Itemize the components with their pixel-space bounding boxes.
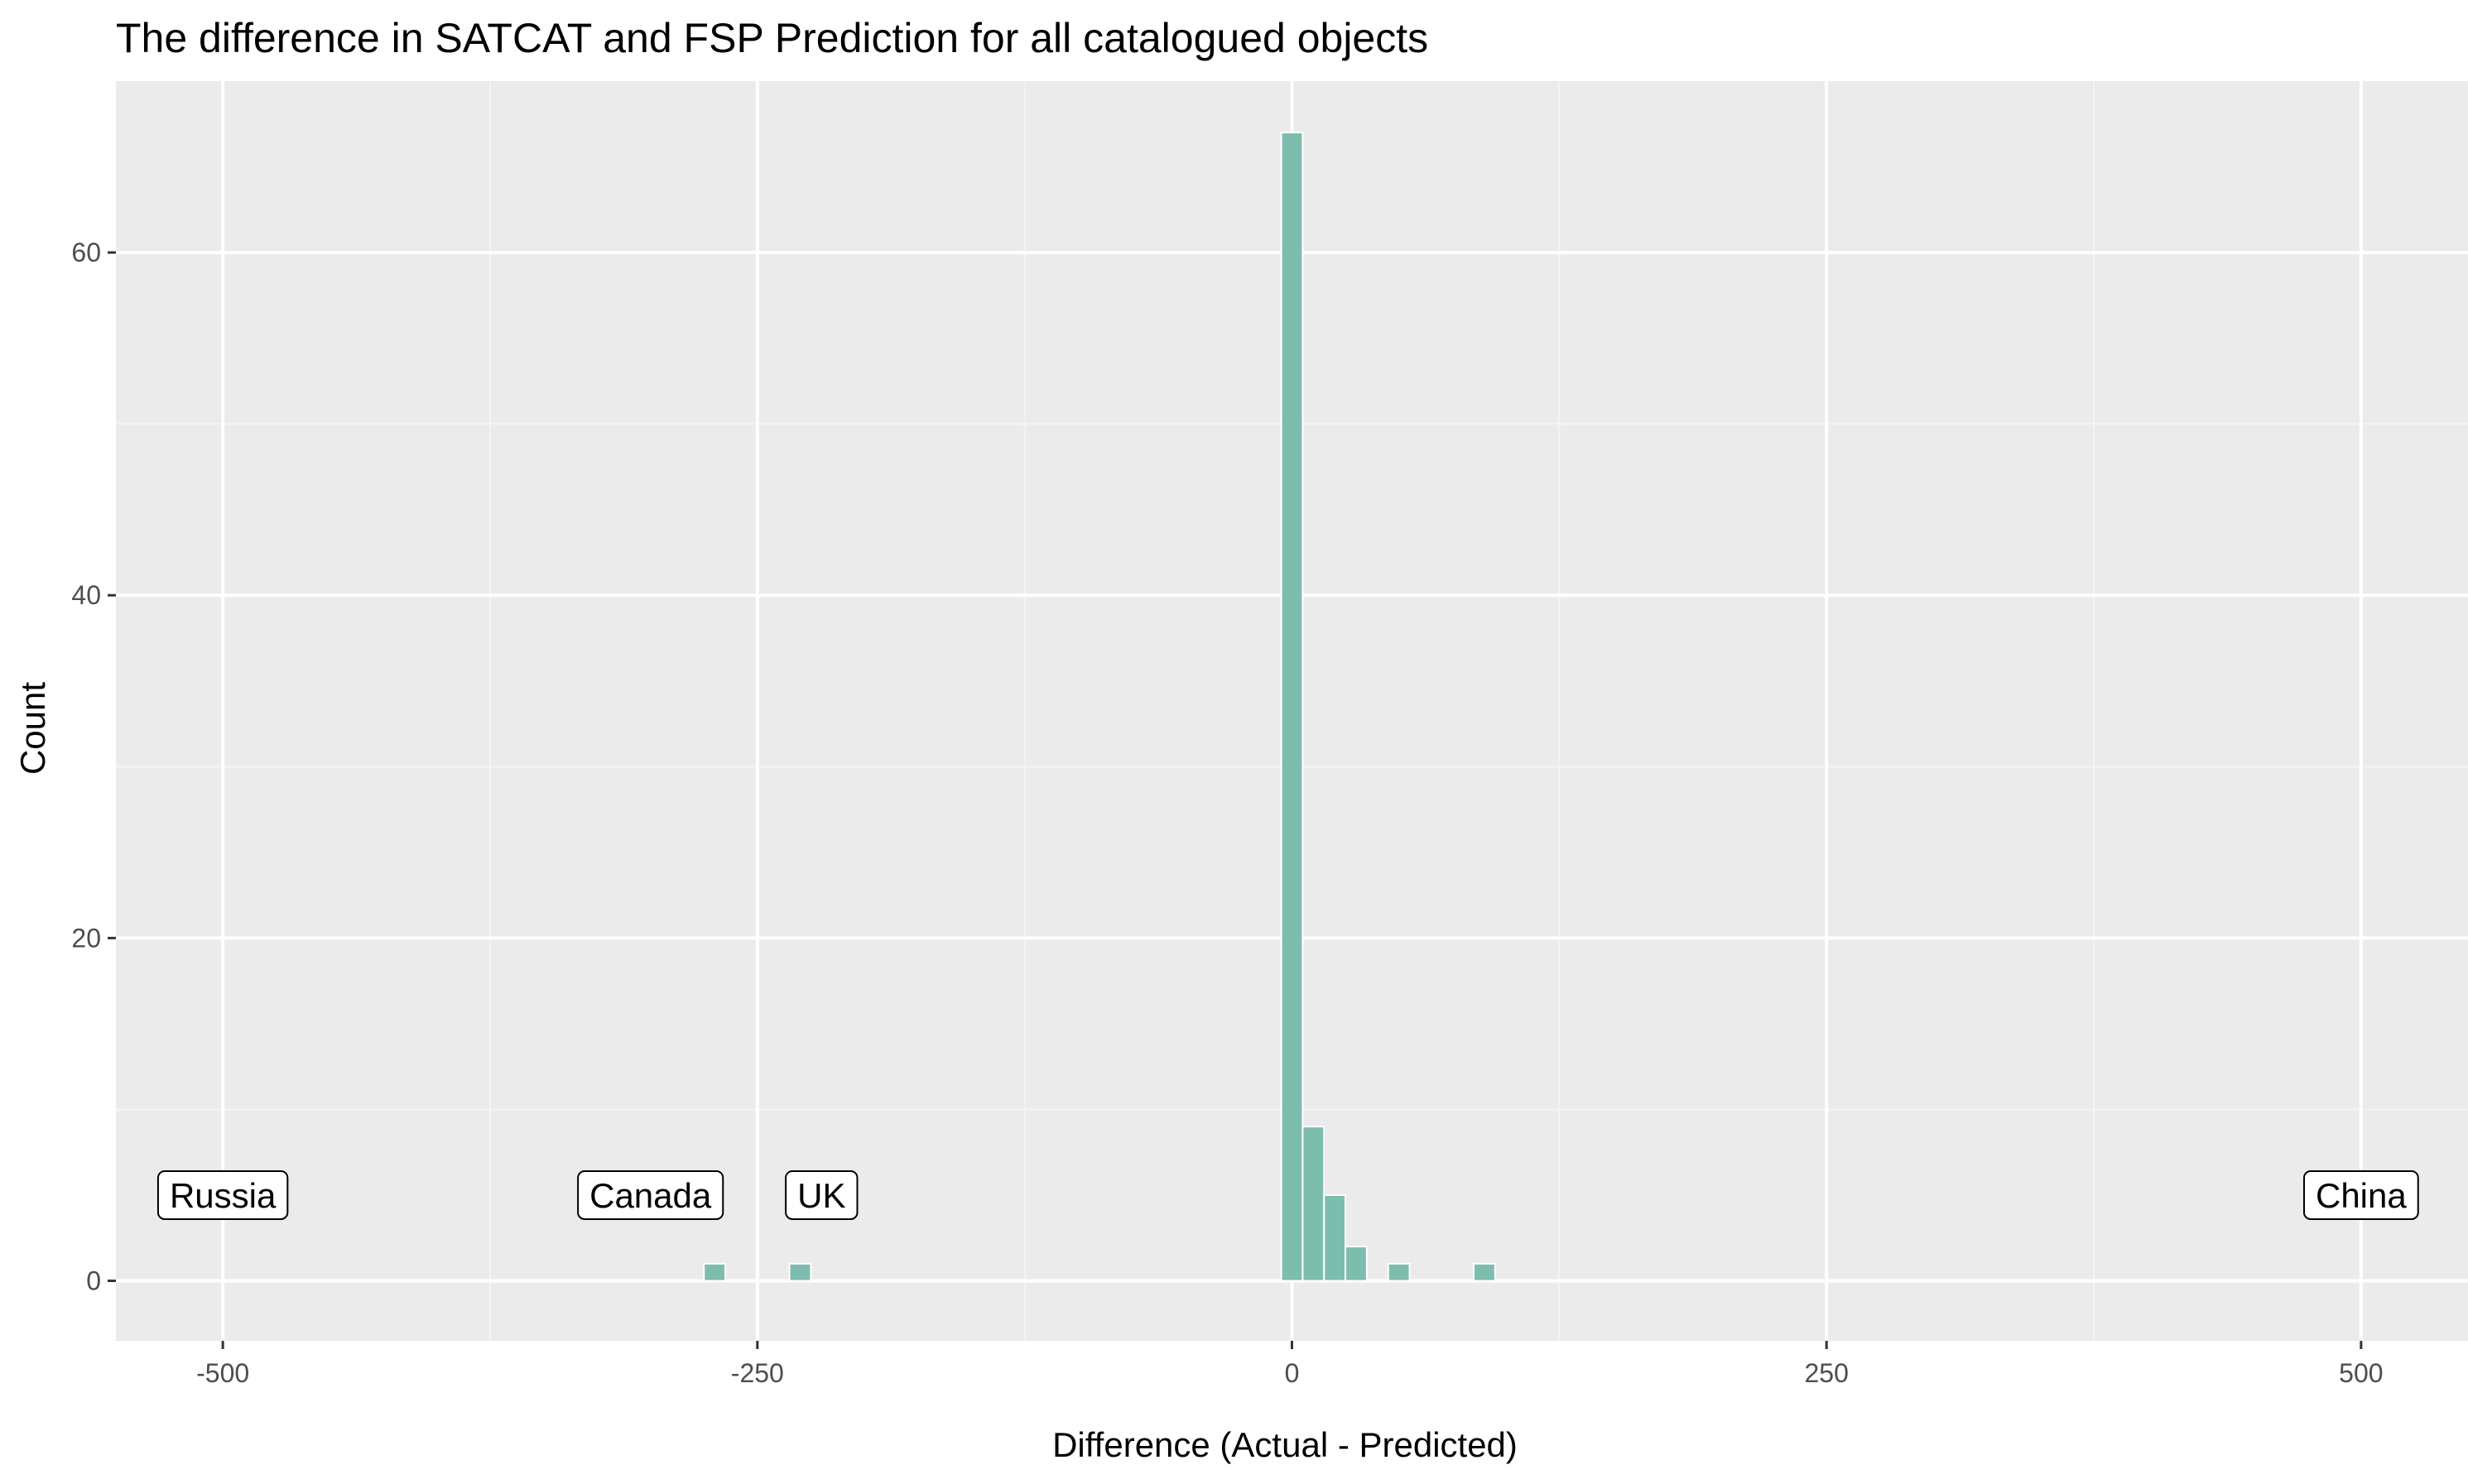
annotation-label: Canada (577, 1169, 724, 1220)
histogram-bar (788, 1262, 812, 1282)
y-tick-label: 20 (71, 923, 101, 953)
histogram-bar (703, 1262, 727, 1282)
x-axis-title: Difference (Actual - Predicted) (1052, 1425, 1518, 1464)
chart-title: The difference in SATCAT and FSP Predict… (116, 15, 1429, 61)
y-tick-label: 0 (86, 1266, 101, 1296)
annotation-text: UK (797, 1176, 845, 1215)
annotation-box (785, 1169, 859, 1220)
x-tick-label: 500 (2339, 1358, 2383, 1388)
annotation-text: Russia (170, 1176, 277, 1215)
y-tick-label: 60 (71, 238, 101, 267)
axis-ticks: -500 -250 0 250 500 0 20 40 60 (71, 238, 2383, 1388)
y-tick-label: 40 (71, 580, 101, 610)
histogram-bar (1323, 1193, 1347, 1282)
annotation-box (577, 1169, 724, 1220)
annotation-box (2302, 1169, 2419, 1220)
histogram-bars (703, 132, 1496, 1282)
histogram-bar (1280, 132, 1304, 1282)
y-axis-title: Count (13, 681, 52, 776)
annotation-label: Russia (156, 1169, 289, 1220)
annotation-box (156, 1169, 289, 1220)
histogram-bar (1345, 1246, 1368, 1282)
x-tick-label: -250 (731, 1358, 784, 1388)
histogram-bar (1473, 1262, 1496, 1282)
histogram-bar (1301, 1126, 1325, 1282)
annotation-text: China (2316, 1176, 2407, 1215)
x-tick-label: 250 (1804, 1358, 1848, 1388)
annotation-text: Canada (589, 1176, 712, 1215)
x-tick-label: 0 (1285, 1358, 1300, 1388)
histogram-bar (1387, 1262, 1411, 1282)
annotation-label: China (2302, 1169, 2419, 1220)
country-annotations: Russia Canada UK China (156, 1169, 2419, 1220)
x-tick-label: -500 (196, 1358, 249, 1388)
annotation-label: UK (785, 1169, 859, 1220)
